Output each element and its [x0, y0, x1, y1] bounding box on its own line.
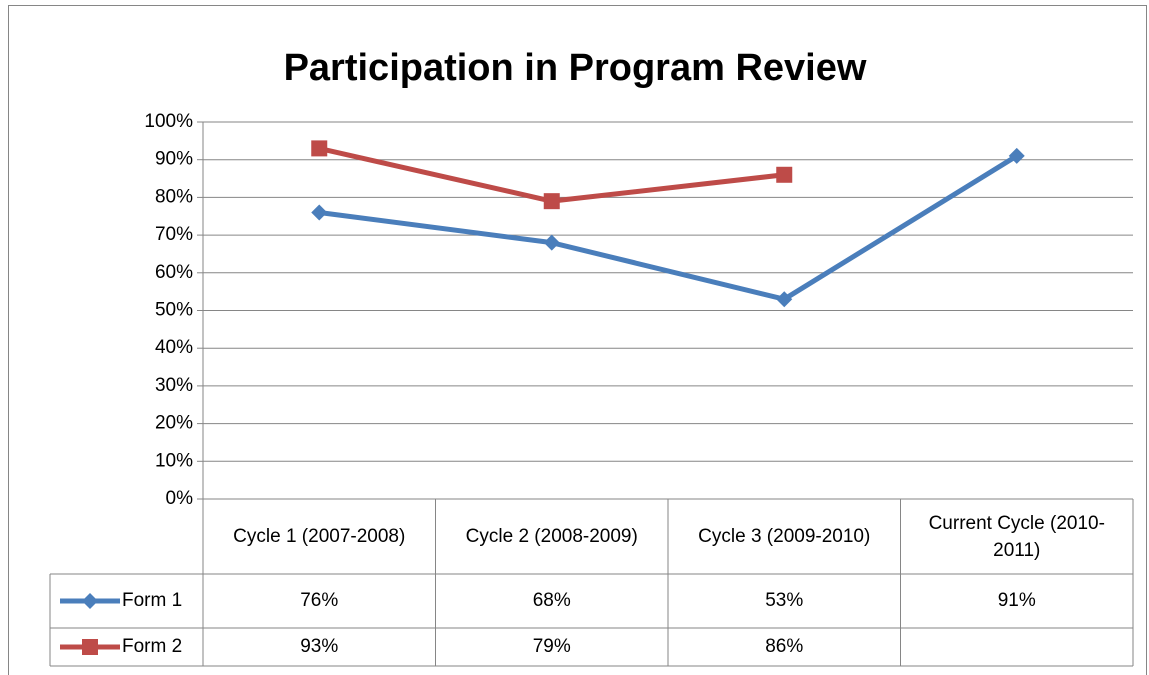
legend-label: Form 2: [122, 636, 182, 657]
table-cell: 91%: [998, 590, 1036, 611]
y-tick-label: 10%: [155, 450, 193, 471]
marker: [311, 204, 328, 221]
marker: [311, 140, 328, 157]
marker: [1008, 147, 1025, 164]
legend-label: Form 1: [122, 590, 182, 611]
table-cell: 68%: [533, 590, 571, 611]
series-line: [318, 153, 1019, 302]
marker: [82, 593, 98, 609]
y-tick-label: 80%: [155, 186, 193, 207]
y-tick-label: 90%: [155, 149, 193, 170]
x-tick-label: Cycle 2 (2008-2009): [465, 526, 638, 547]
y-tick-label: 60%: [155, 262, 193, 283]
marker: [543, 193, 560, 210]
table-cell: 86%: [765, 636, 803, 657]
chart-border: [8, 5, 1147, 675]
marker: [543, 234, 560, 251]
y-tick-label: 50%: [155, 300, 193, 321]
chart-title: Participation in Program Review: [284, 47, 867, 89]
table-cell: 76%: [300, 590, 338, 611]
y-tick-label: 20%: [155, 413, 193, 434]
marker: [776, 166, 793, 183]
y-tick-label: 70%: [155, 224, 193, 245]
y-tick-label: 0%: [166, 488, 194, 509]
table-cell: 93%: [300, 636, 338, 657]
x-tick-label: Current Cycle (2010-2011): [928, 512, 1105, 561]
marker: [82, 639, 98, 655]
y-tick-label: 30%: [155, 375, 193, 396]
table-cell: 53%: [765, 590, 803, 611]
x-tick-label: Cycle 3 (2009-2010): [698, 526, 871, 547]
marker: [776, 291, 793, 308]
table-cell: 79%: [533, 636, 571, 657]
x-tick-label: Cycle 1 (2007-2008): [233, 526, 406, 547]
y-tick-label: 40%: [155, 337, 193, 358]
y-tick-label: 100%: [144, 111, 193, 132]
